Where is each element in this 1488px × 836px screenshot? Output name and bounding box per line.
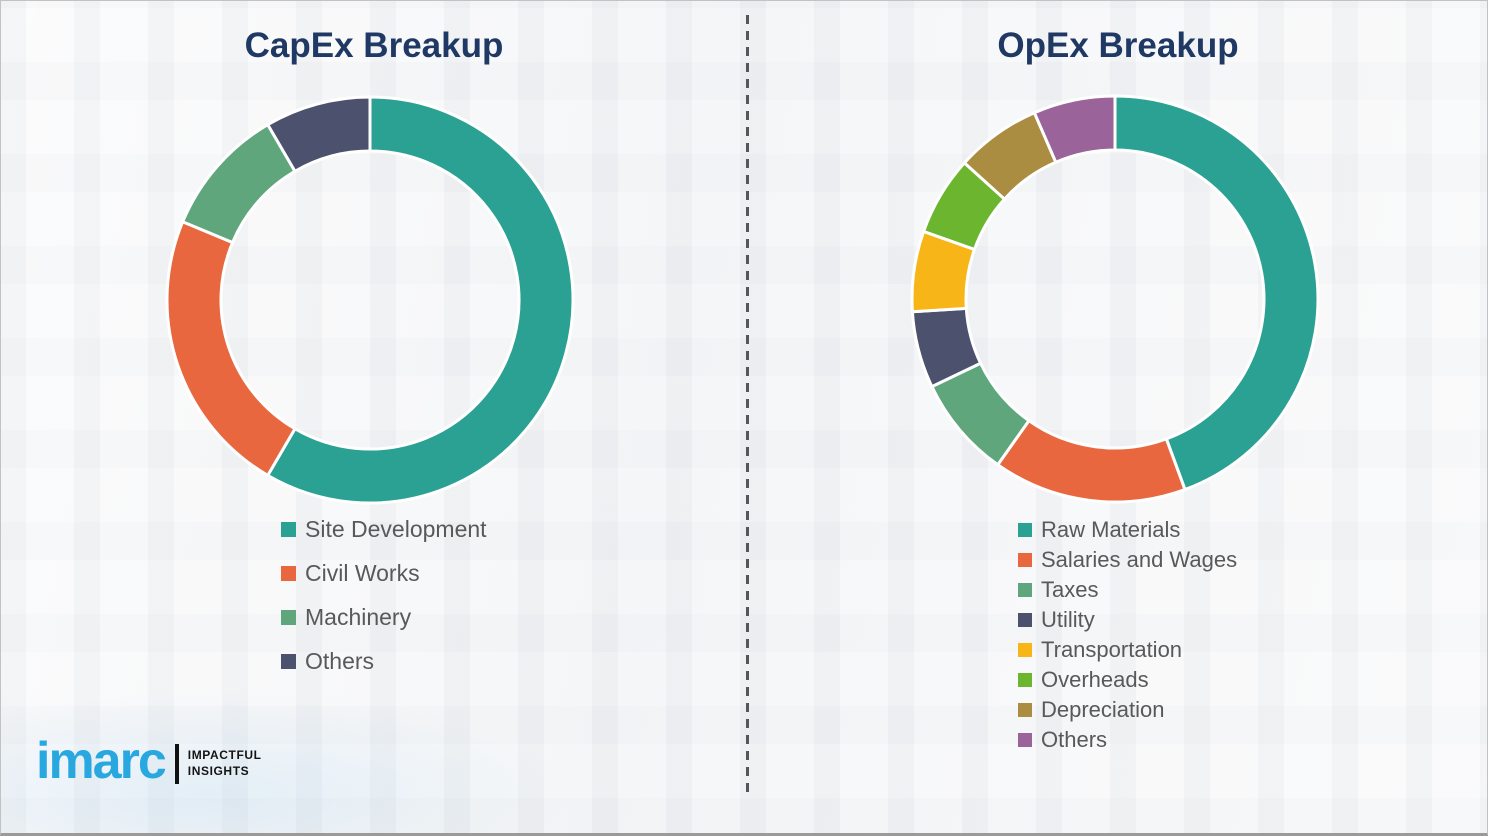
depreciation-legend-marker [1018,703,1032,717]
opex-legend-item-depreciation: Depreciation [1018,695,1237,725]
capex-title: CapEx Breakup [244,26,504,65]
opex-panel: OpEx Breakup Raw Materials Salaries and W… [748,0,1488,836]
opex-legend-item-raw-materials: Raw Materials [1018,515,1237,545]
others-legend-marker [1018,733,1032,747]
capex-segment-civil-works [165,220,297,477]
opex-segment-raw-materials [1113,94,1320,492]
opex-legend-item-transportation: Transportation [1018,635,1237,665]
capex-legend-item-civil-works: Civil Works [281,551,487,595]
legend-label: Raw Materials [1041,517,1181,542]
tagline-line-1: IMPACTFUL [187,748,262,763]
raw-materials-legend-marker [1018,523,1032,537]
imarc-logo: imarc IMPACTFUL INSIGHTS [36,735,262,787]
imarc-logo-wordmark: imarc [36,732,167,790]
capex-legend: Site Development Civil Works Machinery Othe… [281,507,487,683]
utility-legend-marker [1018,613,1032,627]
legend-label: Utility [1041,607,1095,632]
overheads-legend-marker [1018,673,1032,687]
capex-legend-item-others: Others [281,639,487,683]
capex-segment-others [266,95,372,173]
legend-label: Machinery [305,603,412,630]
legend-label: Transportation [1041,637,1183,662]
legend-label: Overheads [1041,667,1149,692]
tagline-line-2: INSIGHTS [187,764,250,778]
opex-segment-salaries-and-wages [996,419,1187,504]
legend-label: Salaries and Wages [1041,547,1238,572]
opex-legend-item-overheads: Overheads [1018,665,1237,695]
dashed-divider [746,15,749,795]
opex-legend-item-utility: Utility [1018,605,1237,635]
others-legend-marker [281,653,296,669]
transportation-legend-marker [1018,643,1032,657]
legend-label: Site Development [305,515,487,542]
capex-segment-site-development [266,95,575,505]
opex-legend-item-salaries-and-wages: Salaries and Wages [1018,545,1237,575]
opex-title: OpEx Breakup [997,26,1239,65]
capex-panel: CapEx Breakup Site Development Civil Work… [165,26,575,683]
capex-legend-item-machinery: Machinery [281,595,487,639]
opex-legend-item-others: Others [1018,725,1237,755]
opex-segment-others [1032,94,1117,164]
legend-label: Others [1041,727,1108,752]
capex-legend-item-site-development: Site Development [281,507,487,551]
legend-label: Civil Works [305,559,420,586]
capex-donut-chart [165,95,575,505]
imarc-logo-divider-bar [174,744,179,784]
opex-donut-chart [910,94,1320,504]
site-development-legend-marker [281,521,296,537]
legend-label: Taxes [1041,577,1099,602]
civil-works-legend-marker [281,565,296,581]
legend-label: Others [305,647,375,674]
salaries-and-wages-legend-marker [1018,553,1032,567]
imarc-logo-tagline: IMPACTFUL INSIGHTS [188,748,262,779]
opex-legend: Raw Materials Salaries and Wages Taxes Util… [1018,515,1237,755]
opex-legend-item-taxes: Taxes [1018,575,1237,605]
taxes-legend-marker [1018,583,1032,597]
legend-label: Depreciation [1041,697,1165,722]
machinery-legend-marker [281,609,296,625]
